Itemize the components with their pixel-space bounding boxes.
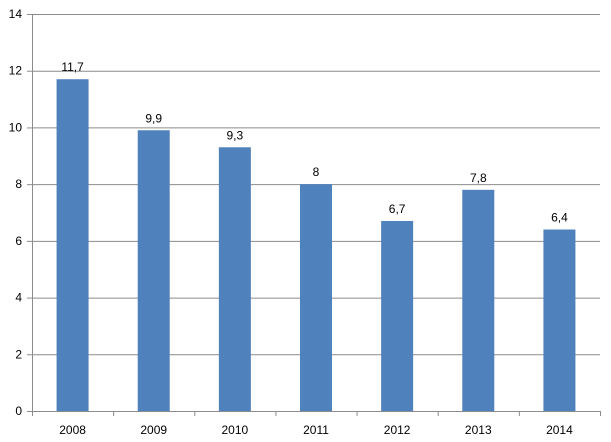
x-tick-label-2013: 2013 bbox=[465, 423, 492, 437]
x-tick-label-2010: 2010 bbox=[222, 423, 249, 437]
y-tick-label: 2 bbox=[15, 347, 22, 361]
bar-2011 bbox=[300, 184, 332, 411]
data-label-2009: 9,9 bbox=[145, 111, 162, 125]
y-tick-label: 8 bbox=[15, 177, 22, 191]
data-label-2012: 6,7 bbox=[389, 202, 406, 216]
bar-2010 bbox=[218, 147, 251, 411]
data-label-2013: 7,8 bbox=[470, 171, 487, 185]
data-label-2008: 11,7 bbox=[61, 60, 84, 74]
bars bbox=[56, 79, 576, 411]
bar-2012 bbox=[381, 221, 414, 411]
data-label-2010: 9,3 bbox=[227, 128, 244, 142]
x-tick-labels: 2008 2009 2010 2011 2012 2013 2014 bbox=[59, 423, 573, 437]
y-tick-label: 12 bbox=[9, 64, 23, 78]
x-tick-label-2012: 2012 bbox=[384, 423, 411, 437]
y-tick-label: 14 bbox=[9, 7, 23, 21]
x-tick-label-2008: 2008 bbox=[59, 423, 86, 437]
y-tick-label: 4 bbox=[15, 291, 22, 305]
y-tick-label: 10 bbox=[9, 120, 23, 134]
x-tick-label-2009: 2009 bbox=[140, 423, 167, 437]
x-tick-label-2014: 2014 bbox=[546, 423, 573, 437]
bar-2014 bbox=[543, 229, 576, 411]
y-tick-label: 0 bbox=[15, 404, 22, 418]
axes bbox=[27, 14, 601, 416]
data-label-2011: 8 bbox=[313, 165, 320, 179]
data-label-2014: 6,4 bbox=[551, 211, 568, 225]
bar-2008 bbox=[56, 79, 89, 411]
bar-2009 bbox=[137, 130, 170, 411]
y-tick-labels: 0 2 4 6 8 10 12 14 bbox=[9, 7, 23, 418]
data-labels: 11,7 9,9 9,3 8 6,7 7,8 6,4 bbox=[61, 60, 568, 224]
x-tick-label-2011: 2011 bbox=[303, 423, 329, 437]
bar-2013 bbox=[462, 189, 495, 411]
y-tick-label: 6 bbox=[15, 234, 22, 248]
